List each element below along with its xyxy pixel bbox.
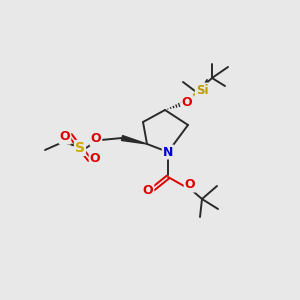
- Text: S: S: [75, 141, 85, 155]
- Text: O: O: [91, 133, 101, 146]
- Text: N: N: [163, 146, 173, 158]
- Text: O: O: [143, 184, 153, 196]
- Polygon shape: [122, 136, 147, 144]
- Text: Si: Si: [196, 83, 208, 97]
- Text: O: O: [60, 130, 70, 143]
- Text: O: O: [182, 95, 192, 109]
- Text: O: O: [90, 152, 100, 164]
- Text: O: O: [185, 178, 195, 191]
